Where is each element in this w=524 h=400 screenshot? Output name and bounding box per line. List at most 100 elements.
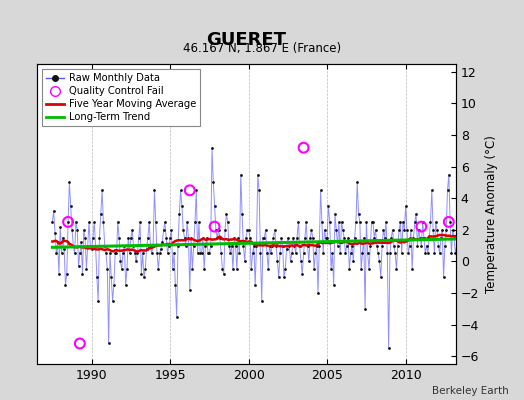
- Point: [510, 234, 518, 241]
- Point: [299, 250, 308, 257]
- Point: [294, 219, 302, 225]
- Point: [328, 250, 336, 257]
- Point: [358, 250, 367, 257]
- Point: [83, 242, 92, 249]
- Point: [406, 242, 414, 249]
- Point: [421, 250, 430, 257]
- Point: [52, 250, 60, 257]
- Point: [325, 219, 334, 225]
- Point: [425, 234, 433, 241]
- Point: [407, 226, 415, 233]
- Point: [388, 226, 397, 233]
- Point: [475, 203, 483, 209]
- Point: [494, 226, 503, 233]
- Point: [289, 234, 297, 241]
- Point: [330, 282, 338, 288]
- Point: [158, 239, 167, 246]
- Point: [318, 219, 326, 225]
- Point: [488, 250, 496, 257]
- Point: [450, 234, 458, 241]
- Point: [178, 203, 186, 209]
- Point: [332, 226, 341, 233]
- Point: [220, 271, 228, 277]
- Point: [156, 250, 164, 257]
- Point: [429, 226, 438, 233]
- Point: [383, 250, 391, 257]
- Point: [282, 246, 291, 252]
- Point: [293, 234, 301, 241]
- Point: [511, 226, 520, 233]
- Point: [212, 226, 220, 233]
- Point: [64, 219, 72, 225]
- Point: [333, 242, 342, 249]
- Point: [82, 266, 91, 272]
- Point: [364, 250, 372, 257]
- Point: [463, 219, 471, 225]
- Point: [252, 242, 260, 249]
- Point: [259, 234, 267, 241]
- Point: [398, 250, 406, 257]
- Point: [515, 242, 523, 249]
- Point: [229, 266, 237, 272]
- Point: [456, 242, 465, 249]
- Point: [464, 226, 473, 233]
- Point: [440, 274, 448, 280]
- Point: [88, 246, 96, 252]
- Point: [310, 266, 318, 272]
- Point: [404, 250, 412, 257]
- Point: [442, 226, 451, 233]
- Point: [145, 219, 154, 225]
- Point: [496, 242, 504, 249]
- Point: [378, 242, 386, 249]
- Point: [60, 246, 68, 252]
- Point: [132, 258, 140, 264]
- Point: [111, 250, 119, 257]
- Point: [348, 242, 356, 249]
- Point: [459, 226, 467, 233]
- Point: [281, 266, 289, 272]
- Point: [260, 234, 268, 241]
- Point: [319, 250, 328, 257]
- Point: [49, 208, 58, 214]
- Point: [422, 242, 431, 249]
- Point: [447, 250, 456, 257]
- Point: [374, 250, 383, 257]
- Point: [390, 242, 398, 249]
- Point: [387, 234, 396, 241]
- Point: [48, 219, 57, 225]
- Point: [417, 242, 425, 249]
- Point: [478, 226, 487, 233]
- Point: [315, 242, 323, 249]
- Point: [269, 234, 278, 241]
- Point: [93, 274, 101, 280]
- Point: [502, 219, 510, 225]
- Point: [196, 250, 204, 257]
- Point: [206, 242, 215, 249]
- Point: [424, 250, 432, 257]
- Point: [352, 219, 360, 225]
- Point: [203, 234, 211, 241]
- Point: [204, 250, 212, 257]
- Point: [498, 250, 507, 257]
- Point: [419, 219, 427, 225]
- Point: [120, 242, 128, 249]
- Point: [379, 226, 388, 233]
- Point: [341, 250, 350, 257]
- Point: [509, 226, 517, 233]
- Point: [122, 282, 130, 288]
- Point: [214, 226, 223, 233]
- Point: [193, 250, 202, 257]
- Point: [437, 234, 445, 241]
- Point: [392, 266, 401, 272]
- Point: [251, 282, 259, 288]
- Point: [441, 242, 449, 249]
- Point: [150, 187, 159, 194]
- Point: [166, 234, 174, 241]
- Point: [125, 250, 134, 257]
- Point: [301, 234, 309, 241]
- Point: [101, 242, 109, 249]
- Point: [417, 224, 425, 230]
- Point: [154, 266, 162, 272]
- Point: [56, 224, 64, 230]
- Point: [468, 226, 476, 233]
